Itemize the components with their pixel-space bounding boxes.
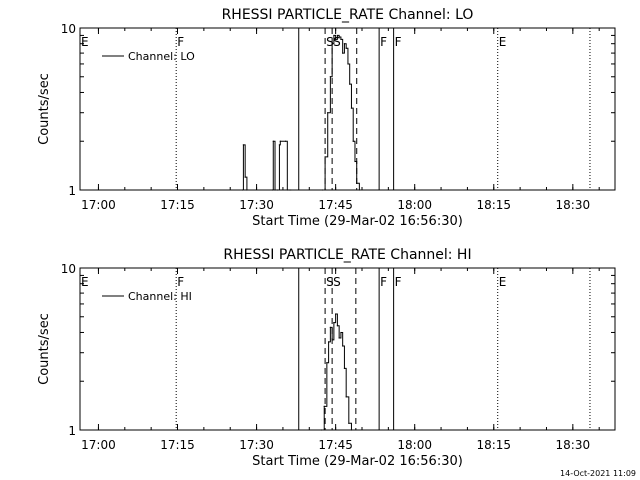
chart-panels: RHESSI PARTICLE_RATE Channel: LO 17:00 17:… bbox=[37, 7, 616, 469]
annotation-label: F bbox=[380, 275, 387, 289]
x-tick-label: 18:15 bbox=[476, 198, 511, 212]
y-tick-label: 10 bbox=[61, 262, 76, 276]
annotation-label: E bbox=[81, 275, 89, 289]
x-tick-label: 17:15 bbox=[160, 198, 195, 212]
data-point bbox=[348, 422, 350, 424]
y-tick-label: 10 bbox=[61, 22, 76, 36]
data-point bbox=[358, 189, 360, 191]
data-point bbox=[342, 345, 344, 347]
data-point bbox=[241, 189, 244, 191]
chart-panel-2: RHESSI PARTICLE_RATE Channel: HI 17:00 17:… bbox=[37, 247, 616, 469]
data-point bbox=[284, 140, 287, 142]
data-point bbox=[333, 34, 335, 37]
y-tick-label: 1 bbox=[68, 424, 76, 438]
x-tick-label: 17:15 bbox=[160, 438, 195, 452]
data-point bbox=[323, 405, 325, 407]
annotation-label: S bbox=[333, 275, 341, 289]
annotation-label: F bbox=[395, 35, 402, 49]
x-axis-label: Start Time (29-Mar-02 16:56:30) bbox=[252, 454, 463, 469]
data-point bbox=[274, 189, 276, 191]
annotation-label: E bbox=[499, 35, 507, 49]
data-point bbox=[352, 140, 354, 142]
data-point bbox=[290, 189, 292, 191]
data-point bbox=[246, 189, 248, 191]
data-point bbox=[342, 52, 344, 54]
data-point bbox=[320, 429, 323, 431]
y-axis-label: Counts/sec bbox=[37, 73, 52, 145]
data-point bbox=[333, 322, 335, 324]
legend-label: Channel: HI bbox=[128, 290, 192, 303]
data-point bbox=[349, 83, 351, 85]
annotation-label: F bbox=[380, 35, 387, 49]
data-point bbox=[345, 47, 347, 49]
data-point bbox=[331, 339, 333, 341]
data-point bbox=[328, 341, 330, 343]
data-point bbox=[336, 34, 338, 37]
x-tick-label: 17:45 bbox=[318, 198, 353, 212]
data-point bbox=[354, 160, 356, 163]
x-tick-label: 17:00 bbox=[81, 438, 116, 452]
annotation-label: F bbox=[177, 35, 184, 49]
x-tick-label: 17:45 bbox=[318, 438, 353, 452]
data-point bbox=[242, 144, 244, 146]
annotation-label: E bbox=[499, 275, 507, 289]
data-point bbox=[335, 313, 337, 315]
data-point bbox=[347, 63, 349, 65]
data-point bbox=[279, 140, 281, 142]
data-point bbox=[327, 112, 329, 114]
data-point bbox=[345, 396, 347, 398]
x-tick-label: 17:00 bbox=[81, 198, 116, 212]
data-point bbox=[324, 156, 326, 158]
series-line-1 bbox=[321, 313, 352, 431]
legend-label: Channel: LO bbox=[128, 50, 195, 63]
data-point bbox=[338, 36, 340, 38]
x-tick-label: 18:00 bbox=[397, 438, 432, 452]
x-tick-label: 17:30 bbox=[239, 198, 274, 212]
data-point bbox=[343, 43, 346, 45]
annotation-label: F bbox=[177, 275, 184, 289]
data-point bbox=[286, 189, 288, 191]
data-point bbox=[277, 189, 279, 191]
data-point bbox=[340, 38, 342, 41]
data-point bbox=[336, 325, 338, 327]
x-tick-label: 18:30 bbox=[556, 198, 591, 212]
data-point bbox=[321, 189, 324, 191]
data-point bbox=[335, 38, 337, 41]
x-axis-label: Start Time (29-Mar-02 16:56:30) bbox=[252, 214, 463, 229]
x-tick-label: 17:30 bbox=[239, 438, 274, 452]
data-point bbox=[338, 337, 340, 339]
data-point bbox=[340, 331, 342, 334]
footer-timestamp: 14-Oct-2021 11:09 bbox=[560, 469, 636, 478]
data-point bbox=[331, 43, 333, 45]
chart-panel-1: RHESSI PARTICLE_RATE Channel: LO 17:00 17:… bbox=[37, 7, 616, 229]
data-point bbox=[271, 189, 273, 191]
annotation-label: F bbox=[395, 275, 402, 289]
data-point bbox=[272, 140, 274, 142]
chart-title: RHESSI PARTICLE_RATE Channel: HI bbox=[223, 247, 471, 263]
x-tick-label: 18:00 bbox=[397, 198, 432, 212]
annotation-label: S bbox=[326, 35, 334, 49]
data-point bbox=[244, 176, 246, 178]
y-axis-label: Counts/sec bbox=[37, 313, 52, 385]
data-point bbox=[329, 326, 331, 328]
annotation-label: S bbox=[333, 35, 341, 49]
data-point bbox=[326, 362, 328, 364]
annotation-label: E bbox=[81, 35, 89, 49]
data-point bbox=[329, 76, 331, 78]
data-point bbox=[288, 189, 290, 191]
y-tick-label: 1 bbox=[68, 184, 76, 198]
x-tick-label: 18:15 bbox=[476, 438, 511, 452]
data-point bbox=[278, 144, 281, 146]
data-point bbox=[343, 367, 346, 370]
x-tick-label: 18:30 bbox=[556, 438, 591, 452]
data-point bbox=[350, 429, 353, 431]
annotation-label: S bbox=[326, 275, 334, 289]
data-point bbox=[350, 107, 353, 109]
data-point bbox=[356, 182, 358, 184]
chart-title: RHESSI PARTICLE_RATE Channel: LO bbox=[222, 7, 474, 23]
